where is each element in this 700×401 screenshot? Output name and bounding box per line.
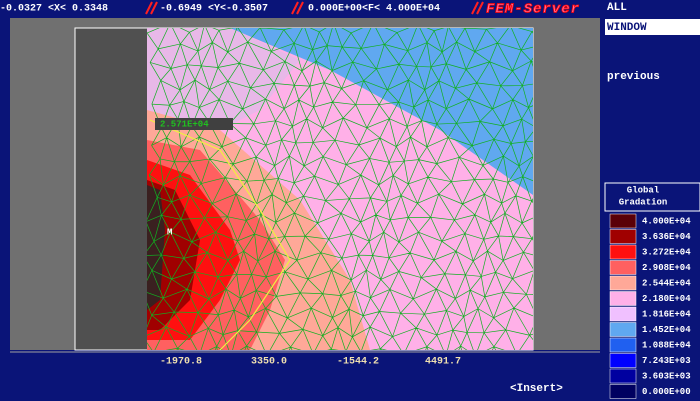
- legend-title-box: [604, 182, 700, 212]
- legend-label: 0.000E+00: [642, 387, 691, 397]
- coordinate: -1970.8: [160, 357, 202, 368]
- separator: [471, 1, 479, 15]
- legend-label: 3.636E+04: [642, 232, 691, 242]
- legend-swatch: [609, 213, 637, 229]
- legend-swatch: [609, 275, 637, 291]
- contour-label-bg: [155, 118, 233, 130]
- legend-swatch: [609, 244, 637, 260]
- insert-button[interactable]: <Insert>: [510, 383, 563, 395]
- legend-swatch: [609, 229, 637, 244]
- contours: [147, 28, 533, 350]
- legend-label: 1.452E+04: [642, 325, 691, 335]
- legend-swatch: [609, 368, 637, 384]
- region-blue: [230, 28, 533, 195]
- legend-swatch: [609, 384, 637, 399]
- menu-window[interactable]: WINDOW: [607, 22, 647, 34]
- legend-label: 3.603E+03: [642, 371, 691, 381]
- legend-label: 2.180E+04: [642, 294, 691, 304]
- legend-label: 2.544E+04: [642, 278, 691, 288]
- contour-label: 2.571E+04: [160, 119, 209, 129]
- region-hole: [147, 185, 165, 310]
- legend-label: 2.908E+04: [642, 263, 691, 273]
- app-name: FEM-Server: [486, 2, 580, 18]
- region-light: [147, 28, 300, 130]
- x-range: -0.0327 <X< 0.3348: [0, 4, 108, 15]
- legend-label: 1.088E+04: [642, 340, 691, 350]
- separator: [145, 1, 153, 15]
- coordinate: 4491.7: [425, 357, 461, 368]
- legend-swatch: [609, 322, 637, 337]
- legend-label: 7.243E+03: [642, 356, 691, 366]
- marker: M: [167, 227, 172, 237]
- legend-swatch: [609, 260, 637, 275]
- legend-label: 4.000E+04: [642, 216, 691, 226]
- coordinate: 3350.0: [251, 357, 287, 368]
- menu-previous[interactable]: previous: [607, 71, 660, 83]
- legend-swatch: [609, 291, 637, 306]
- legend-label: 1.816E+04: [642, 309, 691, 319]
- boundary-line: [149, 119, 291, 350]
- separator: [296, 1, 304, 15]
- legend-label: 3.272E+04: [642, 247, 691, 257]
- separator: [476, 1, 484, 15]
- legend-title: Gradation: [619, 197, 668, 207]
- separator: [291, 1, 299, 15]
- y-range: -0.6949 <Y<-0.3507: [160, 4, 268, 15]
- f-range: 0.000E+00<F< 4.000E+04: [308, 4, 440, 15]
- legend-swatch: [609, 337, 637, 353]
- legend-title: Global: [627, 185, 660, 195]
- legend-swatch: [609, 306, 637, 322]
- menu-window-bg: [605, 19, 700, 35]
- coordinate: -1544.2: [337, 357, 379, 368]
- menu-all[interactable]: ALL: [607, 2, 627, 14]
- separator: [150, 1, 158, 15]
- legend-swatch: [609, 353, 637, 368]
- mesh: [147, 28, 533, 350]
